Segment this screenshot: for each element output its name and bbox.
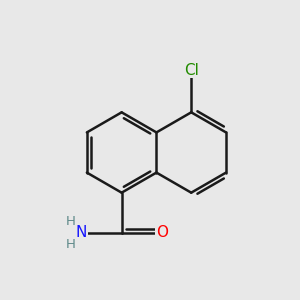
- Text: O: O: [156, 225, 168, 240]
- Text: N: N: [76, 225, 87, 240]
- Text: H: H: [65, 238, 75, 250]
- Text: Cl: Cl: [184, 63, 199, 78]
- Text: H: H: [65, 215, 75, 228]
